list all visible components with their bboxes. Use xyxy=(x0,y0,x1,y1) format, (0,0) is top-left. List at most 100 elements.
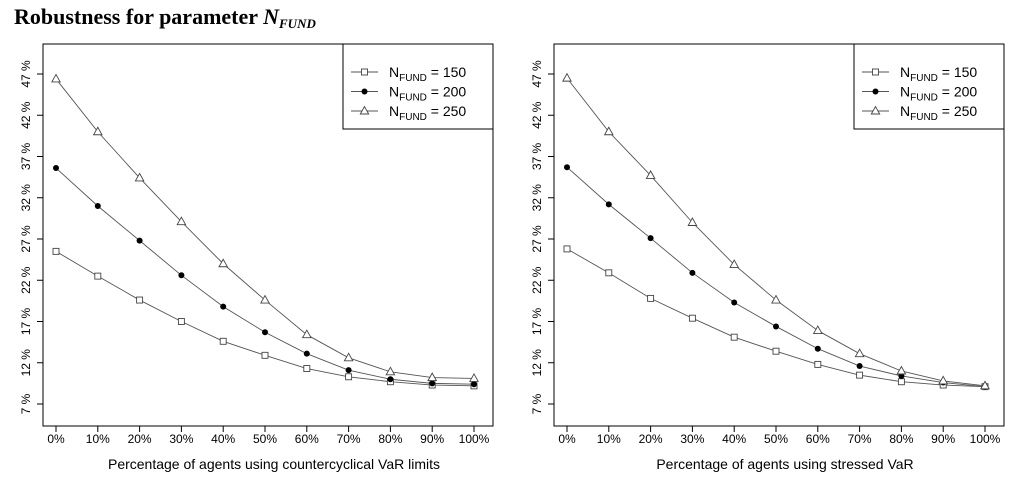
data-point xyxy=(730,333,738,341)
series-square xyxy=(563,245,989,391)
data-point xyxy=(303,365,311,372)
data-point xyxy=(812,325,823,335)
x-tick-label: 10% xyxy=(597,432,621,446)
data-point xyxy=(938,375,949,385)
x-axis-label: Percentage of agents using stressed VaR xyxy=(656,456,913,472)
x-tick-label: 80% xyxy=(378,432,402,446)
legend-label-base: N xyxy=(389,84,399,100)
legend-label-sub: FUND xyxy=(910,73,938,84)
series-square xyxy=(52,247,478,390)
legend-marker xyxy=(359,105,370,115)
data-point xyxy=(814,345,821,352)
legend-label: NFUND = 150 xyxy=(389,64,466,84)
data-point xyxy=(136,296,144,304)
data-point xyxy=(897,378,905,386)
x-tick-label: 30% xyxy=(169,432,193,446)
data-point xyxy=(605,269,613,277)
legend-marker xyxy=(361,88,368,95)
data-point xyxy=(134,172,145,182)
y-tick-label: 42 % xyxy=(19,101,33,129)
series-circle xyxy=(53,165,477,388)
data-point xyxy=(261,351,269,359)
data-point xyxy=(980,380,990,390)
data-point xyxy=(53,165,59,172)
title-prefix: Robustness for parameter xyxy=(14,4,264,29)
y-tick-label: 22 % xyxy=(19,266,33,294)
legend-marker xyxy=(870,105,881,115)
legend-label-value: = 150 xyxy=(427,64,467,80)
data-point xyxy=(772,347,780,355)
data-point xyxy=(771,294,781,304)
y-tick-label: 7 % xyxy=(530,393,544,414)
legend-label-value: = 250 xyxy=(427,103,467,119)
data-point xyxy=(52,247,60,255)
series-line xyxy=(566,248,986,388)
series-line xyxy=(55,167,475,385)
data-point xyxy=(773,323,779,330)
legend-label-base: N xyxy=(389,64,399,80)
data-point xyxy=(385,366,396,376)
title-symbol: N xyxy=(263,4,280,29)
legend-label-sub: FUND xyxy=(399,112,427,123)
data-point xyxy=(854,348,865,358)
y-tick-label: 37 % xyxy=(530,142,544,170)
legend-label: NFUND = 200 xyxy=(389,84,466,104)
series-triangle xyxy=(562,72,990,390)
data-point xyxy=(387,376,394,383)
legend-item: NFUND = 250 xyxy=(351,103,466,123)
legend-label: NFUND = 250 xyxy=(900,103,977,123)
data-point xyxy=(51,73,61,83)
legend-box xyxy=(853,43,1005,130)
legend-marker xyxy=(872,68,879,76)
x-tick-label: 70% xyxy=(848,432,872,446)
data-point xyxy=(345,367,352,374)
legend-label-sub: FUND xyxy=(910,93,938,104)
legend-label-sub: FUND xyxy=(910,112,938,123)
legend-item: NFUND = 150 xyxy=(862,64,977,84)
x-tick-label: 90% xyxy=(420,432,444,446)
data-point xyxy=(603,126,614,136)
data-point xyxy=(429,380,436,387)
data-point xyxy=(301,329,312,339)
data-point xyxy=(427,372,438,382)
left-chart: 7 % 12 % 17 % 22 % 27 % 32 % 37 % 42 % 47 % 0% 10%… xyxy=(19,43,494,472)
legend-marker xyxy=(361,68,368,76)
legend-label-value: = 200 xyxy=(938,84,978,100)
x-tick-label: 10% xyxy=(86,432,110,446)
y-tick-label: 17 % xyxy=(19,307,33,335)
y-tick-label: 47 % xyxy=(19,60,33,88)
legend-label-sub: FUND xyxy=(399,93,427,104)
series-triangle xyxy=(51,73,479,382)
data-point xyxy=(731,299,738,306)
data-point xyxy=(218,258,229,268)
right-chart: 7 % 12 % 17 % 22 % 27 % 32 % 37 % 42 % 47 % 0% 10%… xyxy=(530,43,1005,472)
data-point xyxy=(343,352,354,362)
legend-label-value: = 250 xyxy=(938,103,978,119)
data-point xyxy=(687,217,698,226)
x-tick-label: 60% xyxy=(806,432,830,446)
data-point xyxy=(645,170,656,179)
data-point xyxy=(856,363,863,370)
legend-label-value: = 150 xyxy=(938,64,978,80)
x-tick-label: 0% xyxy=(558,432,576,446)
y-tick-label: 32 % xyxy=(530,184,544,212)
x-tick-label: 70% xyxy=(337,432,361,446)
data-point xyxy=(303,350,310,357)
data-point xyxy=(562,72,572,82)
legend-label-sub: FUND xyxy=(399,73,427,84)
data-point xyxy=(647,235,654,242)
series-line xyxy=(55,250,475,387)
data-point xyxy=(471,381,477,388)
x-tick-label: 90% xyxy=(931,432,955,446)
legend-label-base: N xyxy=(900,64,910,80)
legend-item: NFUND = 250 xyxy=(862,103,977,123)
plot-frame xyxy=(553,43,1005,427)
data-point xyxy=(469,373,479,382)
data-point xyxy=(345,373,353,381)
data-point xyxy=(564,164,570,171)
legend-item: NFUND = 200 xyxy=(862,84,977,104)
data-point xyxy=(94,203,101,209)
x-tick-label: 40% xyxy=(722,432,746,446)
x-tick-label: 50% xyxy=(253,432,277,446)
